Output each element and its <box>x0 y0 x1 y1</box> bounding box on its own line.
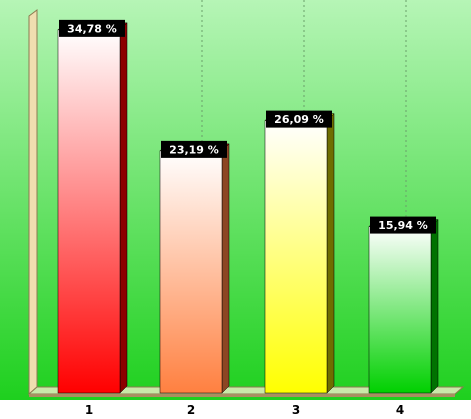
bar <box>57 29 121 394</box>
floor-edge <box>29 394 455 397</box>
data-label: 15,94 % <box>378 219 428 232</box>
data-label-box <box>161 140 227 158</box>
bar <box>264 120 328 394</box>
data-label-box <box>370 216 436 234</box>
data-label: 34,78 % <box>67 22 117 35</box>
data-label-box <box>59 19 125 37</box>
x-tick-label: 2 <box>187 403 195 417</box>
bar-side <box>119 22 128 394</box>
bar <box>368 226 432 394</box>
bar <box>159 150 223 394</box>
x-tick-label: 4 <box>396 403 404 417</box>
bar-side <box>221 143 230 394</box>
chart-wall <box>28 9 38 396</box>
bars <box>57 22 439 394</box>
x-tick-label: 1 <box>85 403 93 417</box>
bar-side <box>326 112 335 394</box>
data-label-box <box>266 110 332 128</box>
bar-side <box>430 218 439 394</box>
x-tick-labels: 1 2 3 4 <box>85 403 404 417</box>
x-tick-label: 3 <box>292 403 300 417</box>
chart-floor <box>27 386 465 397</box>
data-label: 26,09 % <box>274 113 324 126</box>
data-label: 23,19 % <box>169 143 219 156</box>
wall-side <box>28 9 38 396</box>
data-labels: 34,78 % 23,19 % 26,09 % 15,94 % <box>59 19 436 234</box>
